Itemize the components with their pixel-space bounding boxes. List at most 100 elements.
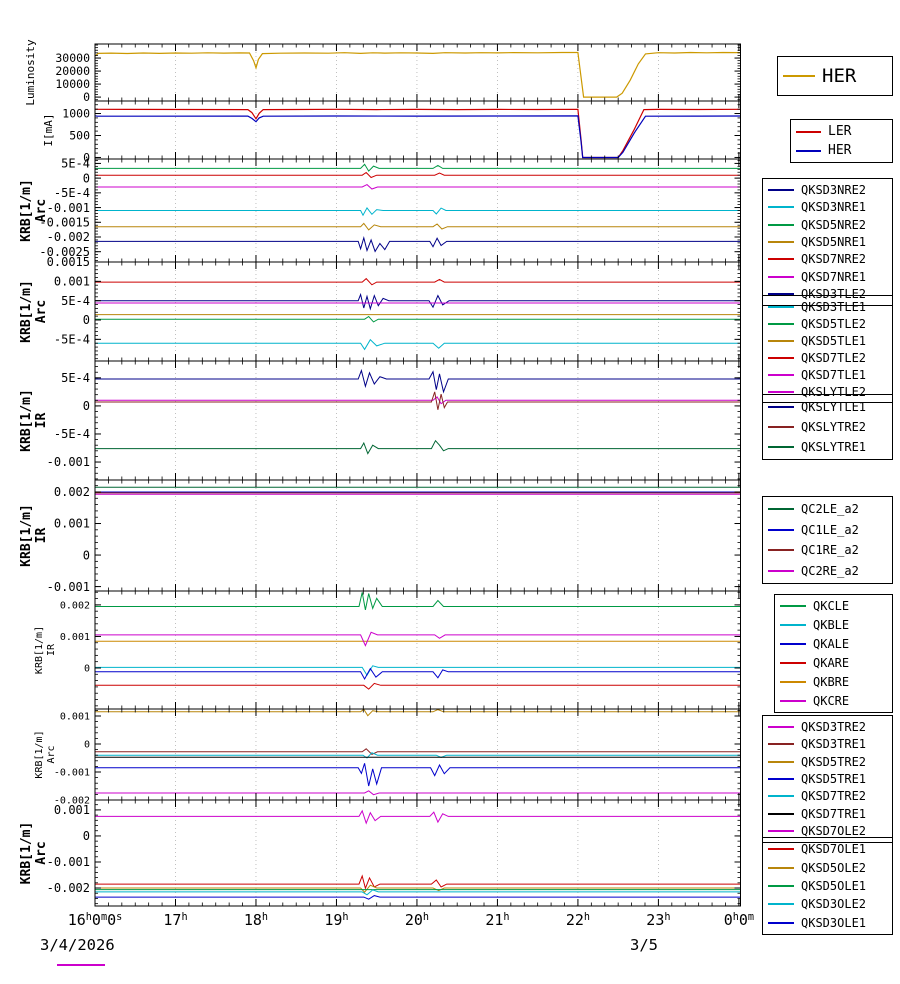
series-QKSLYTRE2 [95,391,741,410]
panel-krb-ir-qk: 0.002 0.001 0 KRB[1/m] IR [34,590,741,710]
legend-label: QC2LE_a2 [801,502,859,517]
legend-line-swatch [768,528,794,531]
svg-text:16h0m0s: 16h0m0s [68,911,123,929]
svg-text:-0.0025: -0.0025 [39,245,90,259]
series-QKSD7NRE2 [95,171,741,179]
y-axis-title: IR [34,528,49,544]
legend-label: QC1LE_a2 [801,522,859,537]
legend-label: QKSD7TLE1 [801,367,867,382]
series-HER [95,51,741,98]
legend-entry-QKSD3TLE2: QKSD3TLE2 [768,288,890,300]
legend-ir-qk: QKCLE QKBLE QKALE QKARE QKBRE QKCRE [774,594,893,713]
series-QKSD5NRE2 [95,163,741,172]
series-QKBLE [95,665,741,677]
svg-text:5E-4: 5E-4 [61,294,90,308]
legend-line-swatch [780,643,806,646]
legend-line-swatch [768,777,794,780]
legend-line-swatch [768,240,794,243]
legend-arc-tre: QKSD3TRE2 QKSD3TRE1 QKSD5TRE2 QKSD5TRE1 QKSD… [762,715,893,843]
legend-label: QKSD5TRE1 [801,771,867,786]
legend-entry-HER: HER [783,66,890,86]
legend-entry-QKSD3TRE2: QKSD3TRE2 [768,721,890,733]
y-axis-current: 1000 500 0 [62,104,741,164]
svg-text:0: 0 [83,548,90,562]
legend-label: QKSD3NRE2 [801,182,867,197]
panel-current: 1000 500 0 I[mA] [42,100,741,164]
legend-line-swatch [768,812,794,815]
y-axis-title: Arc [34,300,49,323]
legend-entry-QKCRE: QKCRE [780,695,890,707]
svg-text:-0.002: -0.002 [54,796,90,807]
y-axis-title: KRB[1/m] [19,822,34,885]
legend-entry-QKSD7NRE2: QKSD7NRE2 [768,253,890,265]
legend-line-swatch [768,725,794,728]
series-QKSD3NRE2 [95,236,741,253]
series-QKSD7NRE1 [95,184,741,190]
legend-line-swatch [768,206,794,209]
legend-entry-QKSD5TRE1: QKSD5TRE1 [768,773,890,785]
y-axis-krb-arc-tle: 0.0015 0.001 5E-4 0 -5E-4 [47,255,741,360]
legend-entry-QKSLYTRE2: QKSLYTRE2 [768,421,890,433]
legend-line-swatch [768,373,794,376]
panel-krb-arc-tre: 0.001 0 -0.001 -0.002 KRB[1/m] Arc [34,708,741,807]
series-QKCLE [95,592,741,610]
legend-entry-QKSD5NRE2: QKSD5NRE2 [768,219,890,231]
legend-label: QKSD3TRE1 [801,737,867,752]
legend-label: QKALE [813,637,850,652]
legend-entry-QKSD7TLE1: QKSD7TLE1 [768,369,890,381]
legend-label: QKSD3OLE2 [801,897,867,912]
legend-line-swatch [768,848,794,851]
legend-line-swatch [796,130,821,133]
legend-line-swatch [780,699,806,702]
legend-line-swatch [768,743,794,746]
legend-line-swatch [768,275,794,278]
svg-text:-0.002: -0.002 [47,230,90,244]
series-QKSD7OLE2 [95,809,741,825]
legend-arc-tle: QKSD3TLE1 QKSD5TLE2 QKSD5TLE1 QKSD7TLE2 QKSD… [762,295,893,403]
svg-text:0: 0 [84,663,90,674]
legend-entry-QKCLE: QKCLE [780,600,890,612]
legend-entry-LER: LER [796,125,890,138]
legend-line-swatch [768,903,794,906]
legend-label: LER [828,124,852,139]
series-QKSD5OLE2 [95,884,741,893]
series-QKSD3TLE1 [95,338,741,351]
series-QKSD3TRE2 [95,790,741,796]
legend-line-swatch [768,508,794,511]
svg-text:0: 0 [83,313,90,327]
legend-label: QKSD7TRE1 [801,806,867,821]
series-QKARE [95,682,741,690]
svg-text:20h: 20h [405,911,429,929]
legend-entry-QC2LE_a2: QC2LE_a2 [768,503,890,515]
svg-text:0h0m: 0h0m [724,911,754,929]
legend-arc-ole: QKSD7OLE1 QKSD5OLE2 QKSD5OLE1 QKSD3OLE2 QKSD… [762,837,893,935]
series-QKSD3NRE1 [95,206,741,217]
legend-line-swatch [768,305,794,308]
legend-entry-QKSD7TRE1: QKSD7TRE1 [768,808,890,820]
svg-text:-5E-4: -5E-4 [54,186,90,200]
legend-entry-QC1RE_a2: QC1RE_a2 [768,544,890,556]
x-axis-labels: 16h0m0s 17h 18h 19h 20h 21h 22h 23h 0h0m [68,911,754,929]
svg-text:17h: 17h [163,911,187,929]
legend-entry-QKSD5TRE2: QKSD5TRE2 [768,756,890,768]
y-axis-title: Arc [34,199,49,222]
legend-label: QKSD7TLE2 [801,350,867,365]
series-QKCRE [95,631,741,647]
svg-text:0: 0 [83,90,90,104]
legend-her-luminosity: HER [777,56,893,96]
legend-label: QKCRE [813,693,850,708]
stray-trace-fragment [57,964,105,966]
date-label-start: 3/4/2026 [40,936,115,954]
legend-label: QC2RE_a2 [801,563,859,578]
legend-label: QKSD7OLE2 [801,824,867,839]
legend-label: QKSD5NRE1 [801,234,867,249]
legend-label: QKSD3TLE1 [801,299,867,314]
svg-text:-0.0015: -0.0015 [39,215,90,229]
legend-entry-QKSD5OLE2: QKSD5OLE2 [768,862,890,874]
legend-line-swatch [768,760,794,763]
legend-entry-QKSD3TLE1: QKSD3TLE1 [768,301,890,313]
